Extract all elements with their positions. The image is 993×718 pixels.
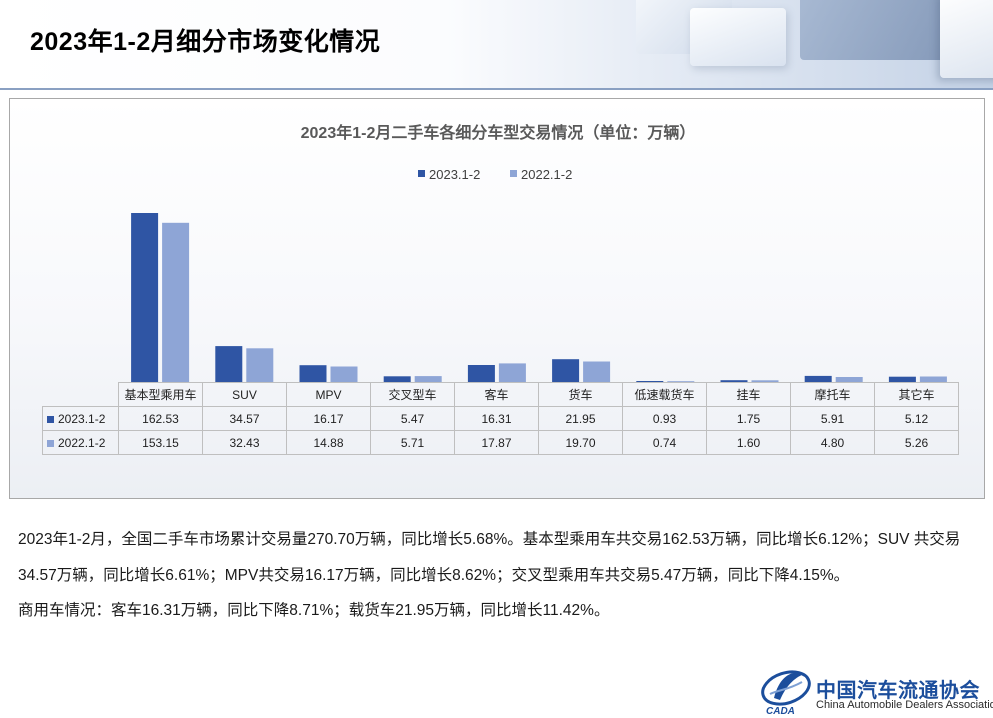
legend-swatch-2023 — [418, 170, 425, 177]
bar-chart: 2023年1-2月二手车各细分车型交易情况（单位：万辆） 2023.1-2 20… — [131, 123, 947, 382]
table-cell-value: 1.60 — [706, 430, 791, 455]
category-label: 货车 — [538, 382, 623, 407]
bar-2022-1 — [246, 348, 274, 382]
category-label: 挂车 — [706, 382, 791, 407]
bar-group — [131, 213, 947, 382]
table-cell-value: 32.43 — [202, 430, 287, 455]
bar-2023-3 — [383, 376, 411, 382]
bar-2023-1 — [215, 346, 243, 382]
table-cell-value: 5.12 — [874, 406, 959, 431]
chart-panel: 2023年1-2月二手车各细分车型交易情况（单位：万辆） 2023.1-2 20… — [9, 98, 985, 499]
legend-label-2022: 2022.1-2 — [521, 167, 572, 182]
bar-2023-4 — [467, 365, 495, 382]
bar-2022-3 — [414, 376, 442, 382]
table-cell-value: 5.71 — [370, 430, 455, 455]
table-cell-value: 5.91 — [790, 406, 875, 431]
table-cell-value: 17.87 — [454, 430, 539, 455]
table-cell-value: 16.17 — [286, 406, 371, 431]
bar-2023-0 — [131, 213, 159, 382]
legend-label-2023: 2023.1-2 — [429, 167, 480, 182]
chart-legend: 2023.1-2 2022.1-2 — [418, 167, 572, 182]
table-cell-value: 14.88 — [286, 430, 371, 455]
series-name: 2023.1-2 — [58, 411, 106, 426]
table-cell-value: 153.15 — [118, 430, 203, 455]
decorative-cube — [800, 0, 950, 60]
category-label: 客车 — [454, 382, 539, 407]
category-label: 摩托车 — [790, 382, 875, 407]
table-cell-value: 4.80 — [790, 430, 875, 455]
chart-title: 2023年1-2月二手车各细分车型交易情况（单位：万辆） — [301, 123, 696, 142]
bar-2022-9 — [919, 376, 947, 382]
logo-chinese-name: 中国汽车流通协会 — [816, 678, 980, 702]
summary-paragraph-1: 2023年1-2月，全国二手车市场累计交易量270.70万辆，同比增长5.68%… — [18, 531, 961, 584]
table-swatch-2023 — [47, 415, 54, 423]
category-label: 交叉型车 — [370, 382, 455, 407]
category-label: 其它车 — [874, 382, 959, 407]
summary-paragraph-2: 商用车情况：客车16.31万辆，同比下降8.71%；载货车21.95万辆，同比增… — [18, 602, 610, 619]
table-header-row: 基本型乘用车 SUV MPV 交叉型车 客车 货车 低速载货车 挂车 摩托车 其它车 — [42, 382, 959, 407]
table-cell-value: 34.57 — [202, 406, 287, 431]
bar-2023-6 — [636, 381, 664, 382]
bar-2022-7 — [751, 380, 779, 382]
chart-data-table: 基本型乘用车 SUV MPV 交叉型车 客车 货车 低速载货车 挂车 摩托车 其它车 2023.1… — [42, 382, 959, 455]
svg-text:CADA: CADA — [766, 706, 795, 716]
bar-2023-2 — [299, 365, 327, 382]
table-cell-value: 0.74 — [622, 430, 707, 455]
category-label: SUV — [202, 382, 287, 407]
bar-2022-2 — [330, 366, 358, 382]
bar-2023-7 — [720, 380, 748, 382]
table-cell-value: 19.70 — [538, 430, 623, 455]
category-label: 基本型乘用车 — [118, 382, 203, 407]
table-cell-value: 162.53 — [118, 406, 203, 431]
bar-2023-8 — [804, 375, 832, 382]
table-cell-value: 5.47 — [370, 406, 455, 431]
header-divider — [0, 88, 993, 90]
decorative-cube — [940, 0, 993, 78]
table-row-2022: 2022.1-2 153.15 32.43 14.88 5.71 17.87 19.70 0… — [42, 430, 959, 455]
bar-2022-8 — [835, 377, 863, 382]
cada-logo: CADA 中国汽车流通协会 China Automobile Dealers A… — [758, 664, 993, 717]
summary-text: 2023年1-2月，全国二手车市场累计交易量270.70万辆，同比增长5.68%… — [18, 522, 978, 629]
table-cell-value: 5.26 — [874, 430, 959, 455]
bar-2022-4 — [498, 363, 526, 382]
bar-2022-0 — [162, 222, 190, 382]
table-cell-value: 16.31 — [454, 406, 539, 431]
table-row-label: 2022.1-2 — [42, 430, 119, 455]
bar-2023-5 — [552, 359, 580, 382]
table-corner — [42, 382, 119, 407]
table-cell-value: 21.95 — [538, 406, 623, 431]
bar-2022-6 — [667, 381, 695, 382]
category-label: 低速载货车 — [622, 382, 707, 407]
decorative-cube — [690, 8, 786, 66]
table-row-label: 2023.1-2 — [42, 406, 119, 431]
bar-2023-9 — [888, 376, 916, 382]
table-cell-value: 0.93 — [622, 406, 707, 431]
legend-swatch-2022 — [510, 170, 517, 177]
table-swatch-2022 — [47, 439, 54, 447]
bar-2022-5 — [583, 361, 611, 382]
slide-header: 2023年1-2月细分市场变化情况 — [0, 0, 993, 90]
table-row-2023: 2023.1-2 162.53 34.57 16.17 5.47 16.31 21.95 0… — [42, 406, 959, 431]
table-cell-value: 1.75 — [706, 406, 791, 431]
category-label: MPV — [286, 382, 371, 407]
page-title: 2023年1-2月细分市场变化情况 — [30, 28, 381, 56]
logo-english-name: China Automobile Dealers Association — [816, 699, 993, 711]
series-name: 2022.1-2 — [58, 435, 106, 450]
cada-emblem-icon: CADA — [761, 670, 811, 717]
